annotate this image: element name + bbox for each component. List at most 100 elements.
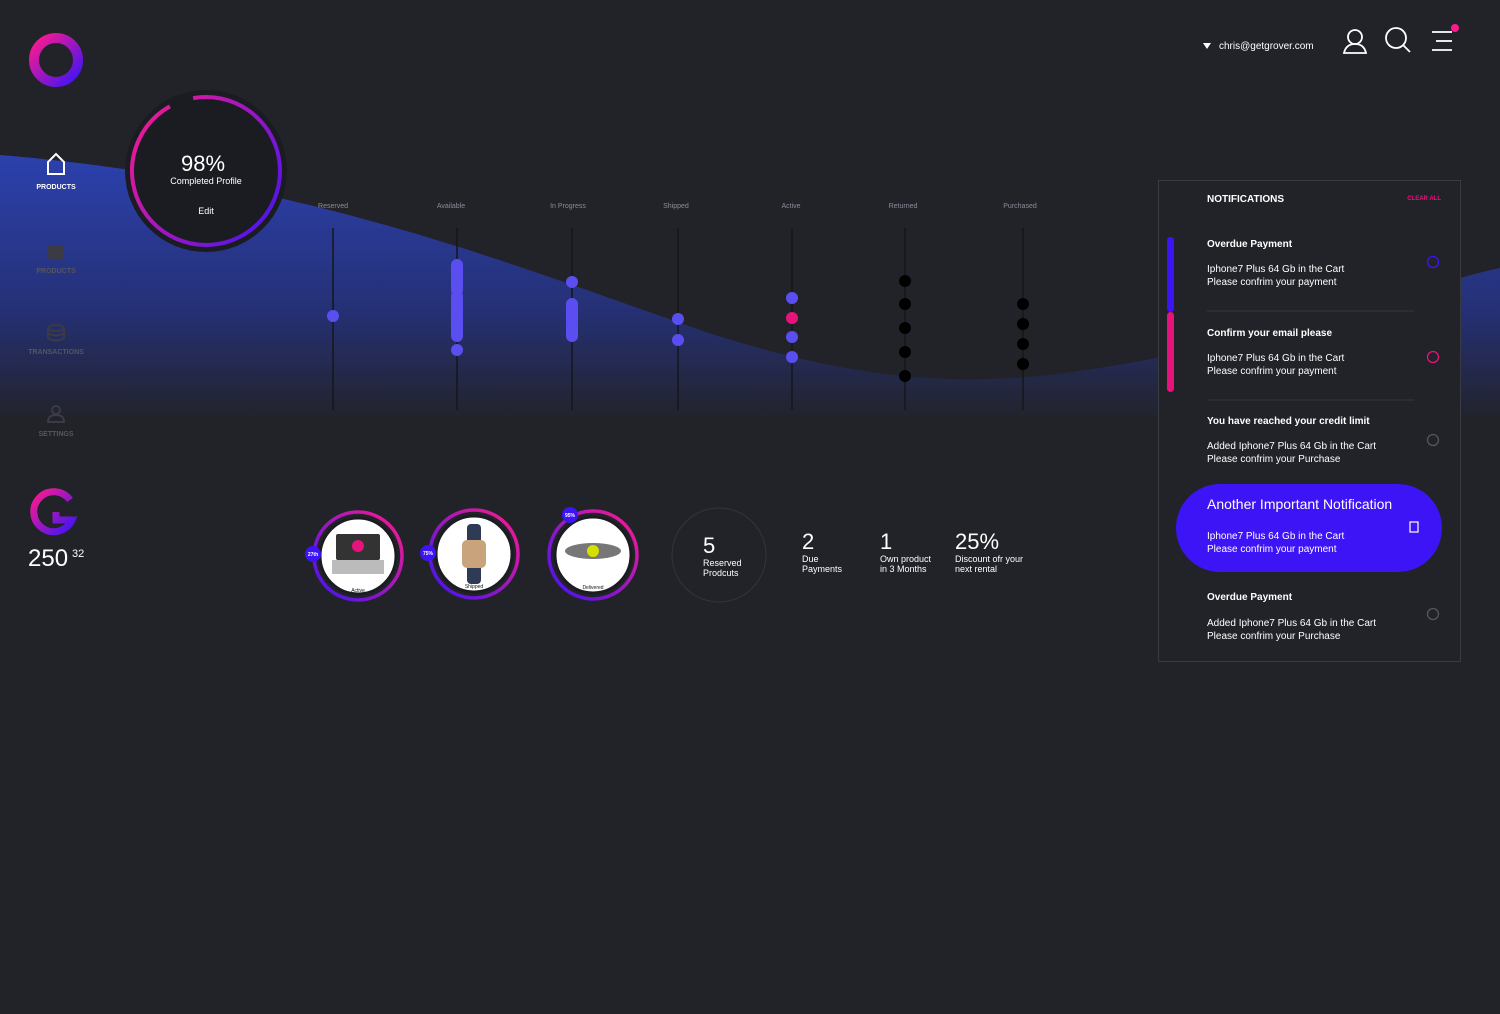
stat-label: Own product — [880, 554, 932, 564]
stat-label: Discount ofr your — [955, 554, 1023, 564]
notification-text[interactable]: Added Iphone7 Plus 64 Gb in the Cart — [1207, 618, 1376, 629]
search-icon[interactable] — [1385, 27, 1411, 53]
notification-text[interactable]: Iphone7 Plus 64 Gb in the Cart — [1207, 353, 1345, 364]
profile-percent: 98% — [181, 151, 225, 176]
status-dot[interactable] — [899, 275, 911, 287]
unread-bar — [1167, 312, 1174, 392]
status-dot[interactable] — [327, 310, 339, 322]
stat-value: 1 — [880, 529, 892, 554]
menu-badge — [1451, 24, 1459, 32]
product-badge — [420, 545, 436, 561]
notification-text[interactable]: Please confrim your payment — [1207, 277, 1337, 288]
notification-title[interactable]: Overdue Payment — [1207, 592, 1293, 603]
column-label: Reserved — [318, 203, 348, 210]
notification-text[interactable]: Please confrim your payment — [1207, 544, 1337, 555]
product-status: Shipped — [465, 584, 484, 590]
nav-label[interactable]: SETTINGS — [38, 431, 73, 438]
points-decimal: 32 — [72, 548, 84, 560]
status-dot[interactable] — [672, 313, 684, 325]
stat-label: Payments — [802, 564, 843, 574]
status-dot[interactable] — [899, 298, 911, 310]
delete-icon[interactable] — [1409, 521, 1419, 533]
settings-icon[interactable] — [46, 405, 66, 423]
status-dot[interactable] — [786, 351, 798, 363]
notification-text[interactable]: Please confrim your Purchase — [1207, 454, 1341, 465]
profile-edit[interactable]: Edit — [198, 206, 214, 216]
status-pill[interactable] — [451, 290, 463, 342]
notification-text[interactable]: Please confrim your Purchase — [1207, 631, 1341, 642]
status-dot[interactable] — [899, 346, 911, 358]
status-dot[interactable] — [1017, 338, 1029, 350]
product-badge — [562, 507, 578, 523]
notification-title[interactable]: Another Important Notification — [1207, 496, 1392, 512]
product-badge-label: 95% — [565, 513, 576, 519]
status-dot[interactable] — [1017, 298, 1029, 310]
notification-text[interactable]: Please confrim your payment — [1207, 366, 1337, 377]
status-icon[interactable] — [1426, 255, 1440, 269]
profile-ring-bg — [125, 90, 287, 252]
product-badge-label: 75% — [423, 551, 434, 557]
stat-value: 2 — [802, 529, 814, 554]
status-dot[interactable] — [1017, 318, 1029, 330]
status-dot[interactable] — [672, 334, 684, 346]
status-dot[interactable] — [786, 331, 798, 343]
status-dot[interactable] — [899, 370, 911, 382]
status-icon[interactable] — [1426, 607, 1440, 621]
product-shape — [462, 540, 486, 568]
status-icon[interactable] — [1426, 350, 1440, 364]
product-shape — [352, 540, 364, 552]
stat-label: in 3 Months — [880, 564, 927, 574]
product-status: Active — [351, 588, 365, 594]
menu-icon[interactable] — [1432, 31, 1452, 51]
nav-label[interactable]: PRODUCTS — [36, 184, 76, 191]
notifications-panel — [1158, 180, 1461, 662]
points-logo — [30, 488, 78, 536]
home-icon[interactable] — [47, 152, 65, 175]
status-dot[interactable] — [451, 344, 463, 356]
status-dot[interactable] — [786, 312, 798, 324]
column-label: Purchased — [1003, 203, 1037, 210]
status-dot[interactable] — [566, 276, 578, 288]
stat-label: Prodcuts — [703, 568, 739, 578]
notification-title[interactable]: Overdue Payment — [1207, 239, 1293, 250]
product-shape — [332, 560, 384, 574]
profile-label: Completed Profile — [170, 176, 242, 186]
user-icon[interactable] — [1342, 29, 1368, 54]
nav-label[interactable]: PRODUCTS — [36, 268, 76, 275]
dropdown-arrow[interactable] — [1203, 43, 1211, 49]
transactions-icon[interactable] — [47, 324, 65, 342]
product-badge-label: 27th — [308, 552, 318, 558]
status-dot[interactable] — [786, 292, 798, 304]
product-badge — [305, 546, 321, 562]
nav-label[interactable]: TRANSACTIONS — [28, 349, 84, 356]
unread-bar — [1167, 237, 1174, 312]
highlight-notification[interactable] — [1176, 484, 1442, 572]
status-icon[interactable] — [1426, 433, 1440, 447]
status-pill[interactable] — [566, 298, 578, 342]
products-icon[interactable] — [48, 245, 64, 259]
stat-value: 5 — [703, 533, 715, 558]
points: 250 — [28, 545, 68, 572]
stat-label: Due — [802, 554, 819, 564]
product-status: Delivered — [582, 585, 603, 591]
clear-all[interactable]: CLEAR ALL — [1407, 196, 1441, 202]
profile-ring — [130, 95, 282, 247]
status-pill[interactable] — [451, 259, 463, 296]
logo[interactable] — [29, 33, 83, 87]
notification-text[interactable]: Added Iphone7 Plus 64 Gb in the Cart — [1207, 441, 1376, 452]
notification-title[interactable]: Confirm your email please — [1207, 328, 1332, 339]
notification-title[interactable]: You have reached your credit limit — [1207, 416, 1370, 427]
user-email[interactable]: chris@getgrover.com — [1219, 41, 1314, 52]
column-label: Shipped — [663, 203, 689, 210]
notification-text[interactable]: Iphone7 Plus 64 Gb in the Cart — [1207, 264, 1345, 275]
status-dot[interactable] — [899, 322, 911, 334]
column-label: In Progress — [550, 203, 586, 210]
wave — [0, 155, 1500, 420]
stat-label: next rental — [955, 564, 997, 574]
column-label: Returned — [889, 203, 918, 210]
notification-text[interactable]: Iphone7 Plus 64 Gb in the Cart — [1207, 531, 1345, 542]
product-ring[interactable] — [547, 509, 639, 601]
stat-label: Reserved — [703, 558, 742, 568]
status-dot[interactable] — [1017, 358, 1029, 370]
